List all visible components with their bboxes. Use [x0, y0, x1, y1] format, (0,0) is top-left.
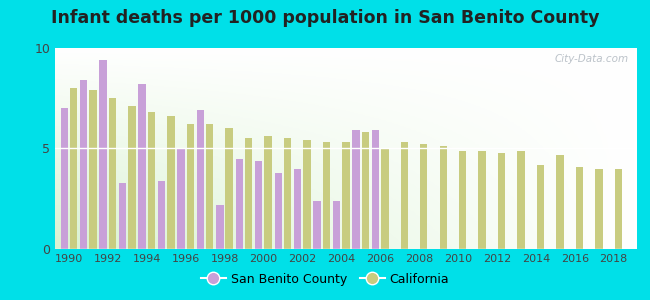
- Bar: [274, 172, 282, 249]
- Bar: [439, 146, 447, 249]
- Bar: [255, 160, 263, 249]
- Bar: [595, 169, 603, 249]
- Bar: [284, 138, 291, 249]
- Bar: [235, 158, 243, 249]
- Bar: [361, 132, 369, 249]
- Bar: [197, 110, 204, 249]
- Bar: [99, 60, 107, 249]
- Bar: [119, 183, 126, 249]
- Bar: [400, 142, 408, 249]
- Bar: [323, 142, 330, 249]
- Bar: [109, 98, 116, 249]
- Bar: [177, 148, 185, 249]
- Bar: [80, 80, 87, 249]
- Text: City-Data.com: City-Data.com: [554, 54, 629, 64]
- Bar: [158, 181, 165, 249]
- Bar: [615, 169, 622, 249]
- Bar: [420, 145, 428, 249]
- Bar: [148, 112, 155, 249]
- Bar: [226, 128, 233, 249]
- Bar: [216, 205, 224, 249]
- Bar: [478, 151, 486, 249]
- Bar: [576, 167, 583, 249]
- Bar: [70, 88, 77, 249]
- Bar: [381, 148, 389, 249]
- Bar: [556, 154, 564, 249]
- Bar: [333, 201, 341, 249]
- Bar: [167, 116, 174, 249]
- Bar: [343, 142, 350, 249]
- Bar: [537, 165, 544, 249]
- Bar: [313, 201, 321, 249]
- Bar: [206, 124, 213, 249]
- Bar: [89, 90, 97, 249]
- Bar: [187, 124, 194, 249]
- Bar: [60, 108, 68, 249]
- Bar: [372, 130, 379, 249]
- Bar: [498, 152, 505, 249]
- Bar: [459, 151, 466, 249]
- Bar: [138, 84, 146, 249]
- Bar: [245, 138, 252, 249]
- Bar: [265, 136, 272, 249]
- Text: Infant deaths per 1000 population in San Benito County: Infant deaths per 1000 population in San…: [51, 9, 599, 27]
- Bar: [304, 140, 311, 249]
- Bar: [352, 130, 359, 249]
- Bar: [128, 106, 136, 249]
- Bar: [517, 151, 525, 249]
- Legend: San Benito County, California: San Benito County, California: [196, 268, 454, 291]
- Bar: [294, 169, 302, 249]
